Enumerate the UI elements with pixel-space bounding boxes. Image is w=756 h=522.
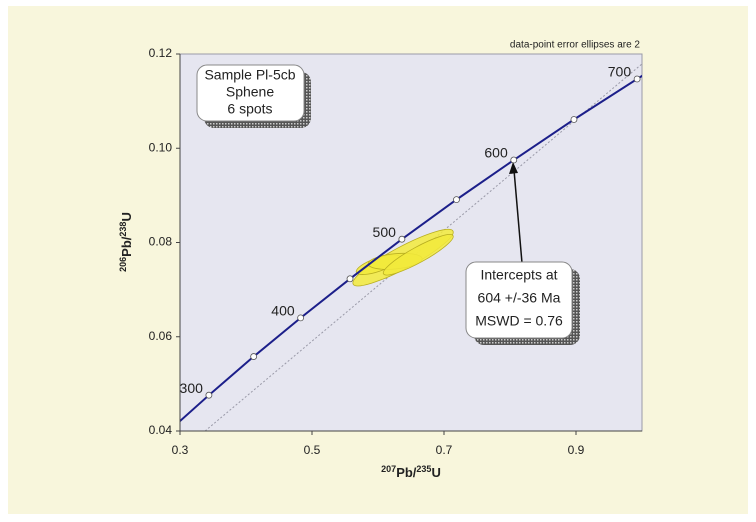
label-part: U xyxy=(119,212,134,221)
y-tick-label: 0.10 xyxy=(149,140,173,154)
plot-layer: 300 400 500 600 700 xyxy=(180,63,642,431)
age-marker xyxy=(453,196,460,204)
intercept-text: 604 +/-36 Ma xyxy=(478,290,561,306)
age-marker xyxy=(633,75,641,83)
label-part: 207 xyxy=(381,464,396,474)
age-label: 300 xyxy=(180,380,204,396)
intercept-box xyxy=(465,261,573,339)
label-part: U xyxy=(431,465,440,480)
x-tick-label: 0.5 xyxy=(304,443,321,457)
age-label: 400 xyxy=(271,303,295,319)
label-part: 235 xyxy=(416,464,431,474)
y-tick-label: 0.08 xyxy=(149,235,173,249)
x-tick-label: 0.7 xyxy=(436,443,453,457)
age-marker xyxy=(570,116,578,123)
x-axis-label: 207Pb/235U xyxy=(381,464,441,480)
label-part: 238 xyxy=(118,222,128,237)
y-tick-label: 0.06 xyxy=(149,329,173,343)
y-axis-label: 206Pb/238U xyxy=(118,212,134,272)
intercept-text: Intercepts at xyxy=(480,267,557,283)
age-marker xyxy=(510,156,518,164)
arrow-head xyxy=(509,162,518,174)
age-marker xyxy=(205,391,213,399)
sample-text: 6 spots xyxy=(227,101,272,117)
y-tick-label: 0.04 xyxy=(149,423,173,437)
age-label: 700 xyxy=(608,64,632,80)
age-label: 500 xyxy=(373,224,397,240)
age-marker xyxy=(297,314,305,322)
label-part: 206 xyxy=(118,257,128,272)
error-ellipse xyxy=(382,234,454,276)
note: data-point error ellipses are 2 xyxy=(510,40,641,51)
age-marker xyxy=(250,353,258,360)
sample-text: Sample Pl-5cb xyxy=(204,67,295,83)
age-label: 600 xyxy=(484,145,508,161)
label-part: Pb/ xyxy=(119,236,134,257)
intercept-text: MSWD = 0.76 xyxy=(475,313,563,329)
arrow-line xyxy=(513,169,523,264)
sample-box xyxy=(196,64,305,122)
age-marker xyxy=(398,235,406,243)
age-marker xyxy=(346,275,354,283)
y-tick-label: 0.12 xyxy=(149,46,173,60)
label-part: Pb/ xyxy=(396,465,417,480)
x-tick-label: 0.9 xyxy=(568,443,585,457)
x-tick-label: 0.3 xyxy=(172,443,189,457)
sample-text: Sphene xyxy=(226,84,274,100)
